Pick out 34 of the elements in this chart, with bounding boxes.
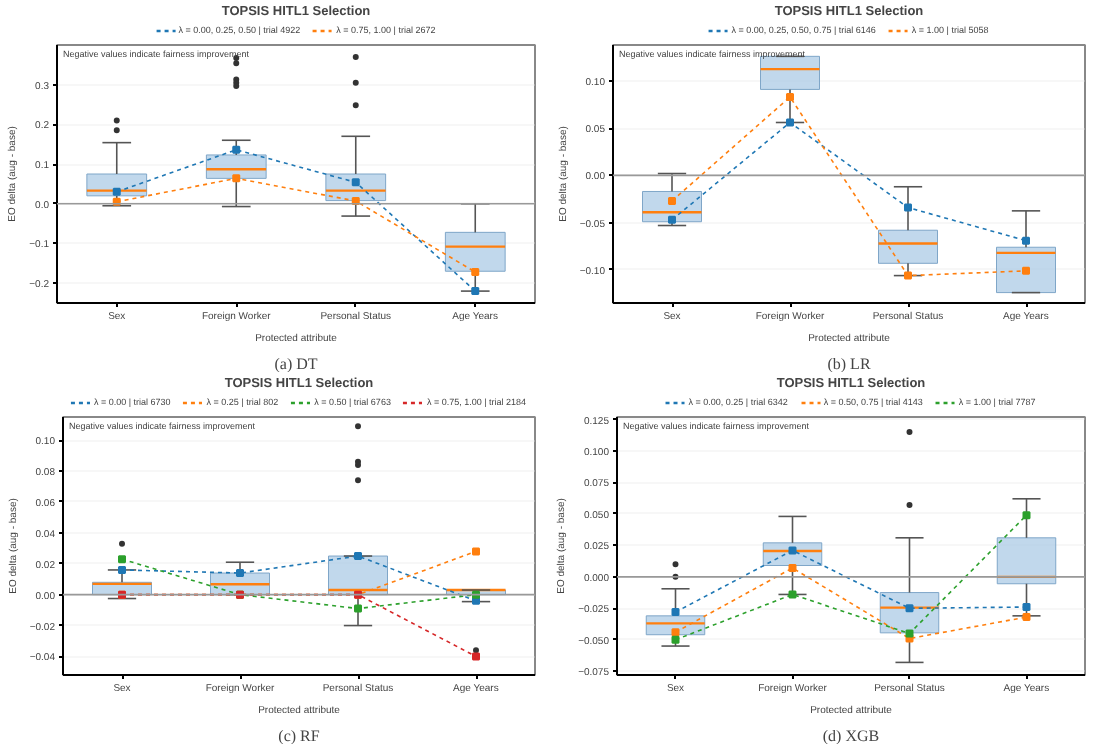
text: (b) LR: [827, 355, 872, 373]
point: [471, 287, 480, 296]
point: [905, 629, 914, 638]
point: [786, 118, 794, 127]
point: [788, 564, 797, 573]
point: [788, 546, 797, 555]
point: [668, 215, 676, 224]
point: [118, 555, 126, 564]
point: [354, 604, 362, 613]
point: [1022, 511, 1031, 520]
point: [671, 608, 680, 617]
point: [1022, 266, 1030, 275]
point: [904, 203, 912, 212]
point: [1022, 236, 1030, 245]
text: (c) RF: [278, 727, 321, 745]
point: [472, 547, 480, 556]
point: [671, 628, 680, 637]
point: [351, 178, 360, 187]
point: [232, 174, 241, 183]
point: [904, 271, 912, 280]
point: [472, 652, 480, 661]
point: [905, 604, 914, 613]
point: [788, 590, 797, 599]
point: [112, 187, 121, 196]
point: [1022, 613, 1031, 622]
point: [236, 569, 244, 578]
point: [1022, 603, 1031, 612]
point: [232, 145, 241, 154]
point: [118, 565, 126, 574]
text: (d) XGB: [822, 727, 880, 745]
point: [786, 92, 794, 101]
point: [471, 268, 480, 277]
point: [668, 196, 676, 205]
text: (a) DT: [274, 355, 318, 373]
